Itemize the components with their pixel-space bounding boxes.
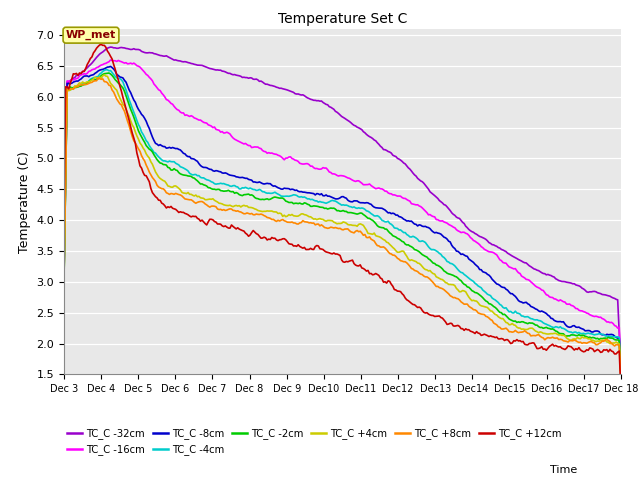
TC_C -16cm — [617, 359, 625, 364]
TC_C -16cm — [588, 312, 595, 318]
TC_C -2cm — [228, 189, 236, 194]
TC_C -2cm — [246, 192, 254, 198]
TC_C +4cm — [617, 373, 625, 379]
TC_C -16cm — [246, 143, 254, 148]
TC_C +8cm — [94, 75, 102, 81]
TC_C -8cm — [305, 190, 313, 196]
TC_C +8cm — [246, 211, 254, 217]
TC_C -16cm — [255, 145, 263, 151]
TC_C -2cm — [588, 335, 595, 341]
TC_C -2cm — [105, 70, 113, 76]
TC_C -4cm — [130, 109, 138, 115]
TC_C +4cm — [60, 276, 68, 281]
TC_C -32cm — [107, 44, 115, 50]
TC_C +4cm — [100, 72, 108, 78]
TC_C +12cm — [130, 135, 138, 141]
TC_C +4cm — [130, 124, 138, 130]
TC_C -8cm — [130, 97, 138, 103]
TC_C +12cm — [588, 346, 595, 351]
Title: Temperature Set C: Temperature Set C — [278, 12, 407, 26]
TC_C +8cm — [60, 275, 68, 281]
TC_C -4cm — [305, 196, 313, 202]
TC_C -4cm — [617, 367, 625, 372]
TC_C -4cm — [60, 276, 68, 281]
TC_C +8cm — [305, 220, 313, 226]
TC_C -32cm — [255, 79, 263, 84]
TC_C +12cm — [97, 42, 105, 48]
TC_C -4cm — [255, 187, 263, 192]
TC_C -32cm — [305, 96, 313, 101]
TC_C -8cm — [246, 177, 254, 183]
Line: TC_C -4cm: TC_C -4cm — [64, 70, 621, 370]
TC_C -32cm — [130, 46, 138, 51]
TC_C -32cm — [246, 75, 254, 81]
TC_C +4cm — [255, 208, 263, 214]
Legend: TC_C -32cm, TC_C -16cm, TC_C -8cm, TC_C -4cm, TC_C -2cm, TC_C +4cm, TC_C +8cm, T: TC_C -32cm, TC_C -16cm, TC_C -8cm, TC_C … — [63, 424, 566, 459]
TC_C -16cm — [107, 57, 115, 63]
TC_C -8cm — [588, 329, 595, 335]
Line: TC_C +4cm: TC_C +4cm — [64, 75, 621, 376]
TC_C +8cm — [255, 212, 263, 217]
TC_C +12cm — [228, 222, 236, 228]
TC_C +4cm — [305, 214, 313, 219]
TC_C +8cm — [130, 138, 138, 144]
TC_C -2cm — [60, 276, 68, 281]
TC_C -8cm — [617, 367, 625, 373]
Line: TC_C -2cm: TC_C -2cm — [64, 73, 621, 372]
TC_C +8cm — [617, 372, 625, 378]
TC_C -16cm — [228, 133, 236, 139]
TC_C -8cm — [255, 179, 263, 185]
TC_C +12cm — [246, 232, 254, 238]
Line: TC_C +12cm: TC_C +12cm — [64, 45, 621, 389]
TC_C -4cm — [228, 183, 236, 189]
TC_C +4cm — [588, 337, 595, 343]
TC_C -2cm — [130, 114, 138, 120]
TC_C -16cm — [60, 271, 68, 277]
TC_C +12cm — [305, 247, 313, 252]
TC_C -32cm — [228, 72, 236, 77]
Text: Time: Time — [550, 465, 577, 475]
Line: TC_C -8cm: TC_C -8cm — [64, 66, 621, 370]
TC_C -4cm — [102, 67, 109, 72]
TC_C -2cm — [305, 202, 313, 208]
TC_C +8cm — [588, 339, 595, 345]
TC_C -4cm — [246, 185, 254, 191]
TC_C -2cm — [255, 196, 263, 202]
TC_C -8cm — [107, 63, 115, 69]
TC_C +4cm — [246, 204, 254, 210]
TC_C -32cm — [60, 234, 68, 240]
TC_C -8cm — [60, 272, 68, 277]
TC_C -32cm — [588, 289, 595, 295]
Y-axis label: Temperature (C): Temperature (C) — [18, 151, 31, 252]
Line: TC_C -32cm: TC_C -32cm — [64, 47, 621, 367]
TC_C +12cm — [617, 386, 625, 392]
Text: WP_met: WP_met — [66, 30, 116, 40]
TC_C -16cm — [305, 162, 313, 168]
Line: TC_C +8cm: TC_C +8cm — [64, 78, 621, 375]
TC_C -8cm — [228, 172, 236, 178]
TC_C -2cm — [617, 370, 625, 375]
TC_C -4cm — [588, 331, 595, 336]
TC_C -32cm — [617, 364, 625, 370]
Line: TC_C -16cm: TC_C -16cm — [64, 60, 621, 361]
TC_C +12cm — [255, 233, 263, 239]
TC_C +4cm — [228, 203, 236, 209]
TC_C +8cm — [228, 206, 236, 212]
TC_C +12cm — [60, 210, 68, 216]
TC_C -16cm — [130, 60, 138, 66]
